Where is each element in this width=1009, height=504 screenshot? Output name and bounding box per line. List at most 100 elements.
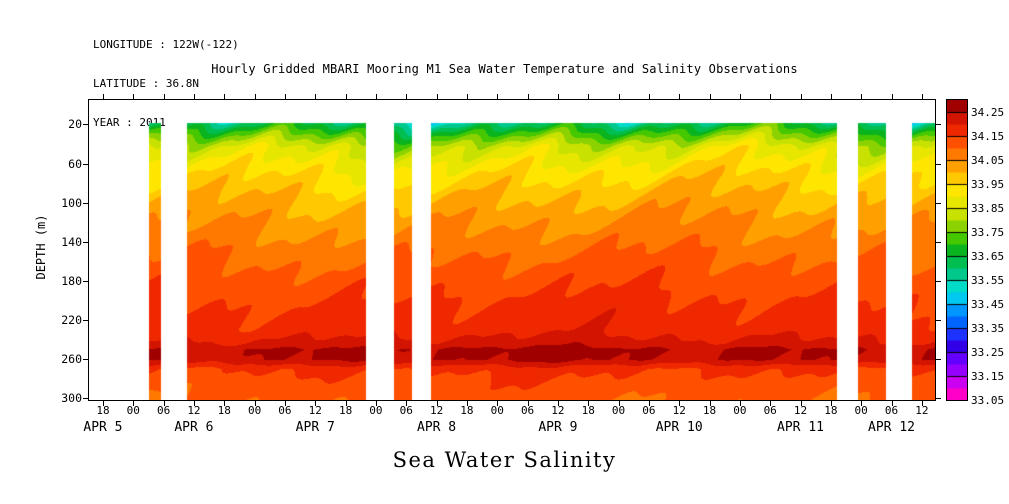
x-tick-mark-bottom bbox=[921, 401, 923, 406]
colorbar-tick-label: 33.25 bbox=[971, 346, 1005, 359]
x-tick-mark-top bbox=[163, 94, 165, 99]
x-tick-mark-top bbox=[679, 94, 681, 99]
y-tick-label: 300 bbox=[61, 391, 82, 406]
x-tick-mark-top bbox=[770, 94, 772, 99]
y-tick-mark-right bbox=[936, 398, 941, 400]
colorbar-tick-label: 34.25 bbox=[971, 106, 1005, 119]
x-tick-label: 12 bbox=[915, 404, 929, 417]
x-tick-mark-bottom bbox=[557, 401, 559, 406]
x-tick-mark-bottom bbox=[436, 401, 438, 406]
x-tick-mark-top bbox=[102, 94, 104, 99]
x-tick-mark-bottom bbox=[770, 401, 772, 406]
x-tick-mark-bottom bbox=[709, 401, 711, 406]
x-tick-label: 00 bbox=[611, 404, 626, 417]
y-tick-mark-left bbox=[83, 241, 88, 243]
x-tick-label: 18 bbox=[217, 404, 231, 417]
x-tick-mark-bottom bbox=[466, 401, 468, 406]
x-tick-label: 18 bbox=[96, 404, 110, 417]
x-tick-label: 00 bbox=[854, 404, 868, 417]
x-tick-label: 00 bbox=[126, 404, 140, 417]
x-tick-label: 12 bbox=[793, 404, 808, 417]
x-tick-label: 12 bbox=[672, 404, 686, 417]
x-tick-mark-bottom bbox=[102, 401, 104, 406]
y-tick-mark-right bbox=[936, 202, 941, 204]
x-tick-label: 18 bbox=[338, 404, 353, 417]
meta-latitude: LATITUDE : 36.8N bbox=[93, 77, 199, 90]
x-tick-label: 00 bbox=[733, 404, 747, 417]
colorbar-tick-label: 33.15 bbox=[971, 370, 1005, 383]
date-label: APR 8 bbox=[417, 420, 457, 435]
y-tick-mark-left bbox=[83, 163, 88, 165]
y-tick-label: 140 bbox=[61, 234, 82, 249]
x-tick-label: 18 bbox=[702, 404, 717, 417]
x-tick-mark-top bbox=[375, 94, 377, 99]
x-tick-label: 06 bbox=[642, 404, 656, 417]
x-tick-mark-bottom bbox=[800, 401, 802, 406]
x-tick-mark-top bbox=[527, 94, 529, 99]
x-tick-mark-top bbox=[800, 94, 802, 99]
y-tick-label: 100 bbox=[61, 195, 82, 210]
colorbar-tick-label: 33.05 bbox=[971, 394, 1005, 407]
x-tick-mark-bottom bbox=[679, 401, 681, 406]
x-tick-mark-bottom bbox=[861, 401, 863, 406]
y-tick-mark-right bbox=[936, 124, 941, 126]
x-tick-mark-top bbox=[739, 94, 741, 99]
x-tick-mark-bottom bbox=[648, 401, 650, 406]
x-tick-mark-top bbox=[618, 94, 620, 99]
colorbar-canvas bbox=[947, 100, 967, 400]
x-tick-mark-top bbox=[466, 94, 468, 99]
x-tick-label: 00 bbox=[490, 404, 504, 417]
x-tick-mark-bottom bbox=[527, 401, 529, 406]
x-tick-mark-top bbox=[315, 94, 317, 99]
y-tick-mark-left bbox=[83, 202, 88, 204]
x-tick-label: 12 bbox=[551, 404, 565, 417]
x-tick-mark-top bbox=[497, 94, 499, 99]
x-tick-mark-top bbox=[709, 94, 711, 99]
y-tick-label: 20 bbox=[68, 117, 82, 132]
x-tick-mark-bottom bbox=[133, 401, 135, 406]
y-tick-mark-right bbox=[936, 358, 941, 360]
depth-axis-label: DEPTH (m) bbox=[34, 214, 48, 280]
x-tick-mark-top bbox=[891, 94, 893, 99]
x-tick-mark-bottom bbox=[830, 401, 832, 406]
y-tick-mark-right bbox=[936, 319, 941, 321]
x-tick-mark-bottom bbox=[224, 401, 226, 406]
y-tick-mark-left bbox=[83, 124, 88, 126]
date-label: APR 12 bbox=[868, 420, 915, 435]
y-tick-mark-right bbox=[936, 280, 941, 282]
colorbar-tick-label: 33.75 bbox=[971, 226, 1005, 239]
y-tick-mark-left bbox=[83, 358, 88, 360]
x-tick-mark-bottom bbox=[284, 401, 286, 406]
x-tick-label: 12 bbox=[308, 404, 322, 417]
date-label: APR 5 bbox=[83, 420, 123, 435]
x-tick-label: 06 bbox=[763, 404, 777, 417]
x-tick-label: 12 bbox=[429, 404, 444, 417]
x-tick-mark-bottom bbox=[315, 401, 317, 406]
x-tick-label: 06 bbox=[884, 404, 899, 417]
y-tick-mark-right bbox=[936, 163, 941, 165]
x-tick-mark-top bbox=[588, 94, 590, 99]
y-tick-label: 260 bbox=[61, 351, 82, 366]
colorbar-tick-label: 33.95 bbox=[971, 178, 1005, 191]
x-tick-mark-bottom bbox=[588, 401, 590, 406]
y-tick-label: 60 bbox=[68, 156, 82, 171]
x-tick-label: 06 bbox=[278, 404, 292, 417]
date-label: APR 7 bbox=[295, 420, 335, 435]
x-tick-label: 00 bbox=[247, 404, 262, 417]
date-label: APR 11 bbox=[777, 420, 824, 435]
date-label: APR 9 bbox=[538, 420, 578, 435]
colorbar-tick-label: 33.55 bbox=[971, 274, 1005, 287]
x-tick-mark-top bbox=[284, 94, 286, 99]
x-tick-label: 18 bbox=[824, 404, 838, 417]
meta-longitude: LONGITUDE : 122W(-122) bbox=[93, 38, 239, 51]
x-tick-label: 12 bbox=[187, 404, 201, 417]
colorbar-tick-label: 33.35 bbox=[971, 322, 1005, 335]
x-tick-label: 00 bbox=[369, 404, 383, 417]
x-tick-label: 06 bbox=[399, 404, 413, 417]
y-tick-mark-left bbox=[83, 398, 88, 400]
x-tick-mark-top bbox=[557, 94, 559, 99]
x-tick-mark-bottom bbox=[891, 401, 893, 406]
x-tick-mark-bottom bbox=[254, 401, 256, 406]
x-tick-mark-top bbox=[921, 94, 923, 99]
